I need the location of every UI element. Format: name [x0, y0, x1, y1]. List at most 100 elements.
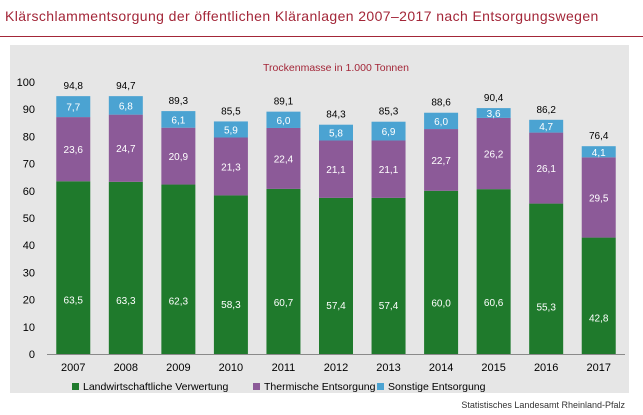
bar-segment	[161, 111, 196, 128]
x-tick-label: 2010	[219, 362, 243, 374]
source-note: Statistisches Landesamt Rheinland-Pfalz	[461, 400, 625, 410]
data-label: 29,5	[589, 193, 609, 204]
bar-segment	[161, 184, 196, 354]
x-tick-label: 2014	[429, 362, 453, 374]
data-label: 4,1	[592, 148, 606, 159]
data-label: 21,1	[379, 165, 399, 176]
bar-segment	[56, 117, 91, 182]
data-label: 26,1	[536, 164, 556, 175]
data-label: 57,4	[379, 301, 399, 312]
y-tick-label: 40	[23, 240, 35, 252]
bar-segment	[213, 195, 248, 354]
bar-segment	[56, 181, 91, 354]
x-tick-label: 2007	[61, 362, 85, 374]
x-tick-label: 2009	[166, 362, 190, 374]
bar-segment	[266, 127, 301, 189]
legend-swatch	[72, 383, 79, 390]
data-label: 6,0	[277, 116, 291, 127]
data-label: 63,3	[116, 296, 136, 307]
bar-segment	[371, 140, 406, 198]
x-tick-label: 2008	[114, 362, 138, 374]
total-label: 84,3	[326, 110, 346, 121]
total-label: 76,4	[589, 131, 609, 142]
total-label: 94,7	[116, 81, 136, 92]
y-tick-label: 100	[17, 77, 35, 89]
total-label: 94,8	[64, 81, 84, 92]
total-label: 85,5	[221, 106, 241, 117]
bar-segment	[161, 127, 196, 185]
bar-segment	[529, 203, 564, 354]
x-tick-label: 2017	[586, 362, 610, 374]
data-label: 26,2	[484, 150, 504, 161]
data-label: 42,8	[589, 313, 609, 324]
data-label: 20,9	[169, 152, 189, 163]
bar-segment	[56, 96, 91, 118]
bar-segment	[529, 132, 564, 204]
data-label: 60,7	[274, 298, 294, 309]
y-tick-label: 0	[29, 349, 35, 361]
data-label: 22,4	[274, 154, 294, 165]
data-label: 21,3	[221, 162, 241, 173]
bar-segment	[371, 121, 406, 141]
legend-label: Landwirtschaftliche Verwertung	[83, 381, 228, 393]
bar-segment	[424, 112, 459, 130]
data-label: 6,9	[382, 127, 396, 138]
y-tick-label: 50	[23, 213, 35, 225]
bar-segment	[108, 96, 143, 115]
y-tick-label: 80	[23, 131, 35, 143]
x-tick-label: 2011	[272, 362, 296, 374]
data-label: 55,3	[536, 303, 556, 314]
total-label: 88,6	[431, 98, 451, 109]
bar-segment	[424, 129, 459, 191]
bar-segment	[266, 188, 301, 354]
data-label: 5,8	[329, 129, 343, 140]
data-label: 5,9	[224, 125, 238, 136]
y-tick-label: 30	[23, 267, 35, 279]
bar-segment	[319, 197, 353, 354]
y-tick-label: 60	[23, 186, 35, 198]
data-label: 22,7	[431, 156, 451, 167]
total-label: 90,4	[484, 93, 504, 104]
total-label: 85,3	[379, 107, 399, 118]
data-label: 7,7	[66, 103, 80, 114]
bar-segment	[213, 121, 248, 138]
data-label: 60,6	[484, 298, 504, 309]
legend-label: Thermische Entsorgung	[264, 381, 376, 393]
x-tick-label: 2012	[324, 362, 348, 374]
bar-segment	[581, 146, 616, 158]
legend-label: Sonstige Entsorgung	[388, 381, 486, 393]
data-label: 4,7	[539, 122, 553, 133]
data-label: 58,3	[221, 300, 241, 311]
bar-segment	[108, 181, 143, 354]
legend-swatch	[377, 383, 384, 390]
total-label: 89,3	[169, 96, 189, 107]
total-label: 86,2	[536, 105, 556, 116]
data-label: 63,5	[64, 296, 84, 307]
y-tick-label: 70	[23, 159, 35, 171]
bar-segment	[319, 140, 353, 198]
bar-segment	[319, 124, 353, 141]
bar-segment	[424, 190, 459, 354]
bar-segment	[213, 137, 248, 196]
data-label: 57,4	[326, 301, 346, 312]
total-label: 89,1	[274, 97, 294, 108]
y-tick-label: 10	[23, 322, 35, 334]
chart-subtitle: Trockenmasse in 1.000 Tonnen	[263, 62, 409, 74]
data-label: 6,8	[119, 101, 133, 112]
bar-segment	[476, 189, 511, 354]
data-label: 62,3	[169, 297, 189, 308]
bar-segment	[476, 108, 511, 118]
data-label: 3,6	[487, 109, 501, 120]
y-tick-label: 20	[23, 295, 35, 307]
bar-segment	[371, 197, 406, 354]
data-label: 21,1	[326, 165, 346, 176]
x-tick-label: 2016	[534, 362, 558, 374]
data-label: 23,6	[64, 145, 84, 156]
data-label: 6,0	[434, 117, 448, 128]
chart-title: Klärschlammentsorgung der öffentlichen K…	[5, 8, 599, 24]
x-tick-label: 2015	[481, 362, 505, 374]
legend-swatch	[253, 383, 260, 390]
bar-segment	[266, 111, 301, 128]
data-label: 24,7	[116, 144, 136, 155]
